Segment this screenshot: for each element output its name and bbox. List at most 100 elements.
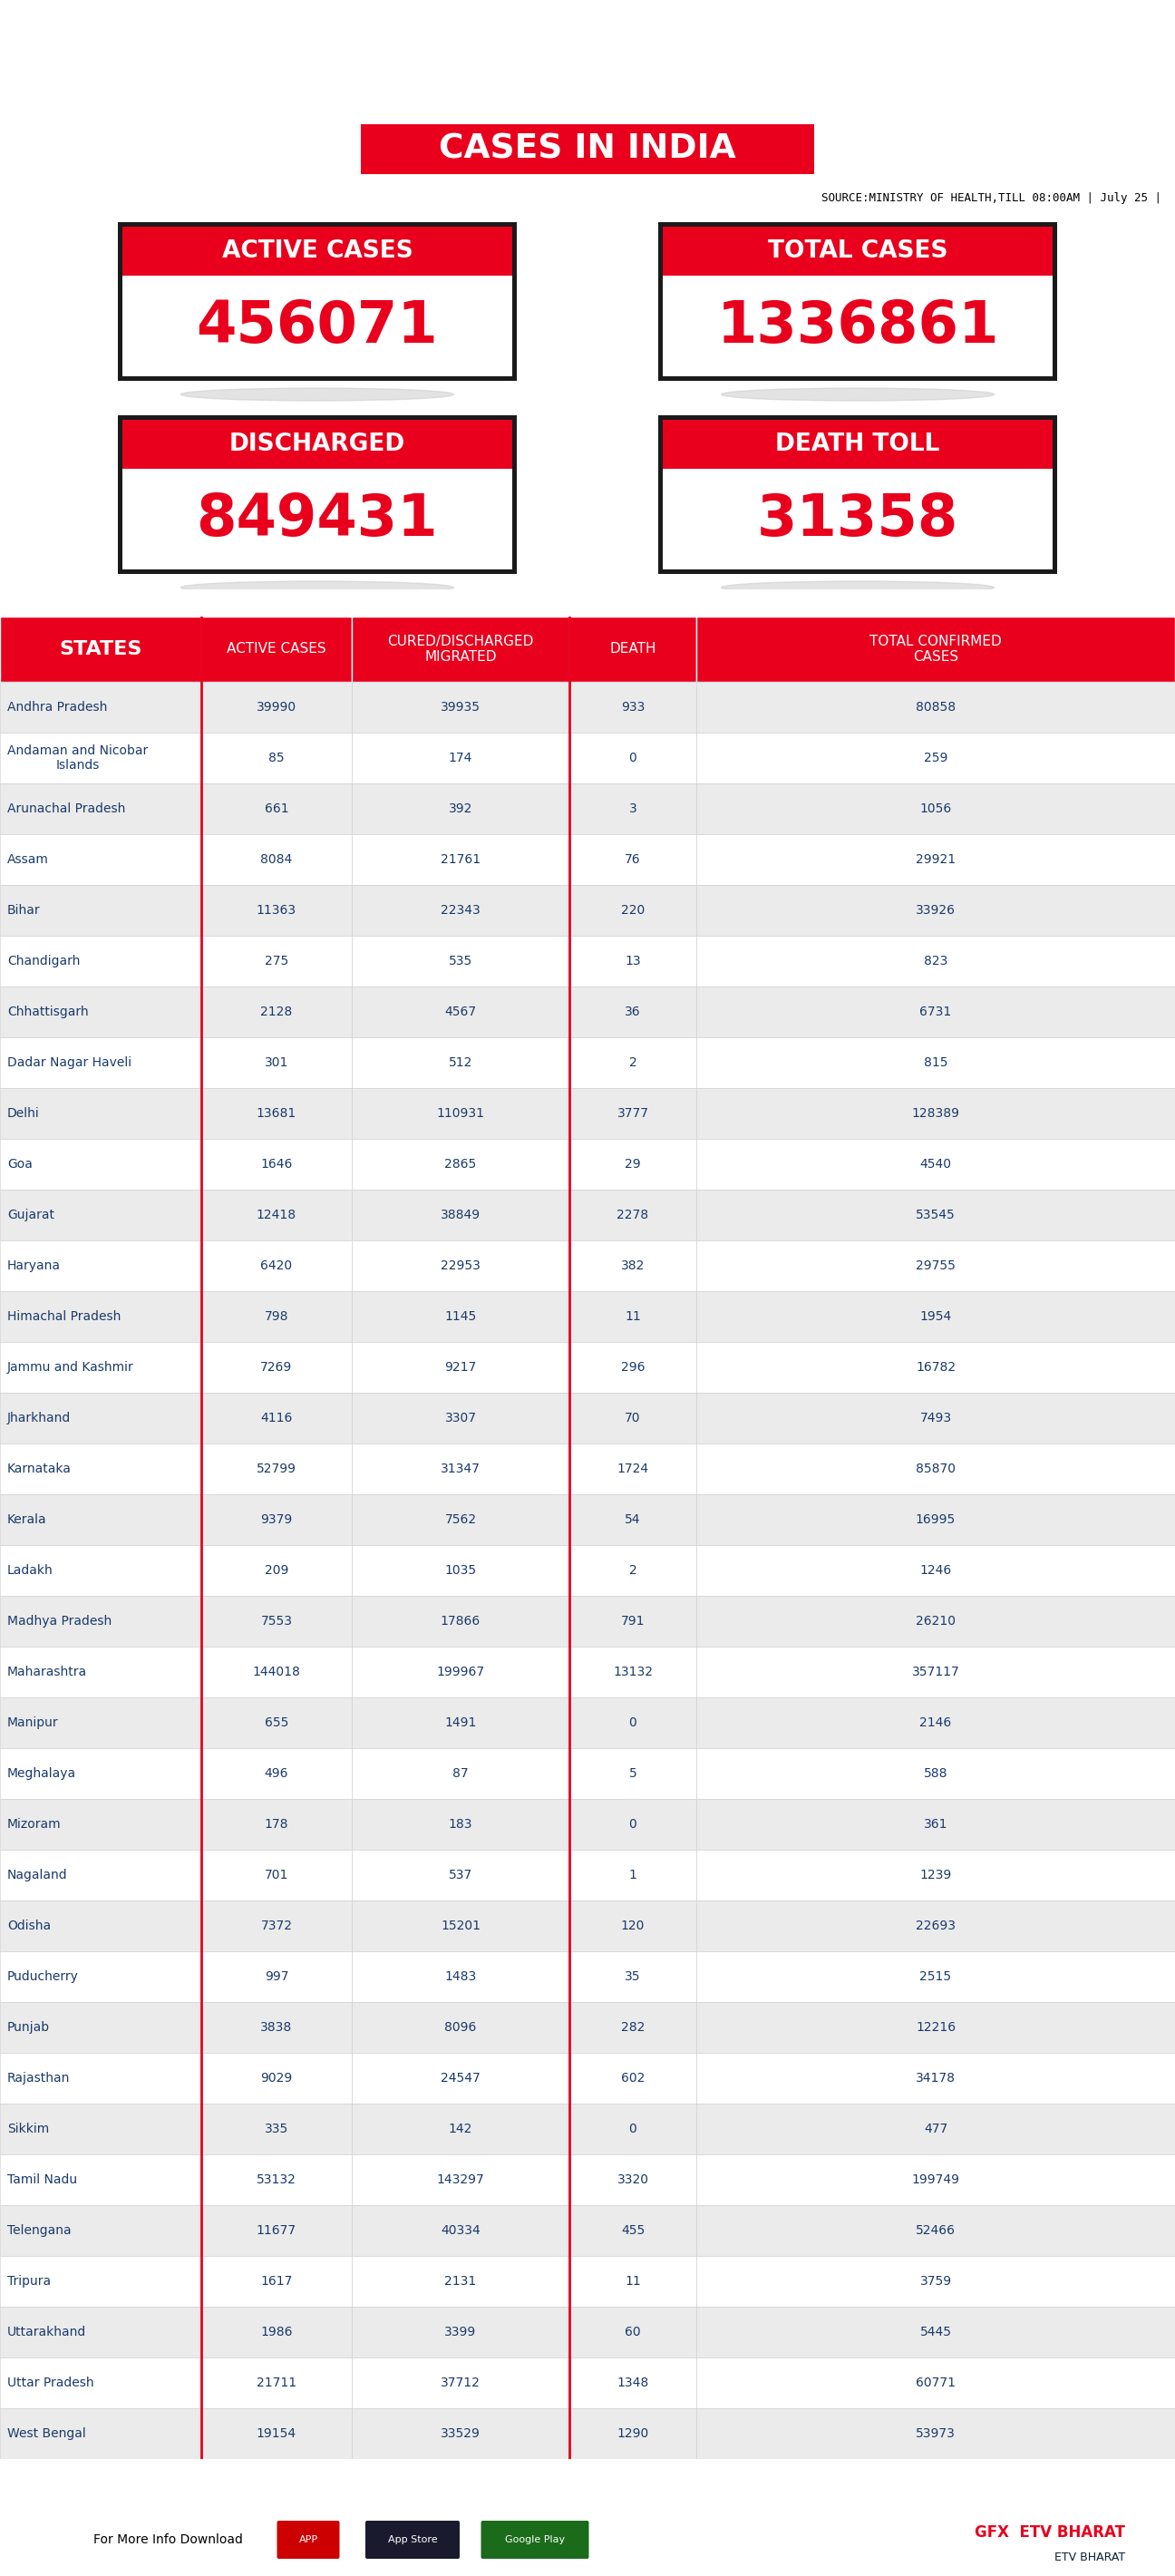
Text: 7269: 7269 — [261, 1360, 293, 1373]
Text: 1646: 1646 — [261, 1157, 293, 1170]
FancyBboxPatch shape — [201, 2357, 351, 2409]
Text: 2515: 2515 — [920, 1971, 952, 1984]
Text: 361: 361 — [924, 1819, 948, 1832]
Text: Meghalaya: Meghalaya — [7, 1767, 76, 1780]
FancyBboxPatch shape — [351, 1190, 570, 1242]
Text: 21711: 21711 — [256, 2378, 296, 2388]
FancyBboxPatch shape — [201, 616, 351, 683]
Text: 38849: 38849 — [441, 1208, 481, 1221]
Text: 357117: 357117 — [912, 1667, 960, 1680]
Text: Madhya Pradesh: Madhya Pradesh — [7, 1615, 112, 1628]
Text: 52466: 52466 — [915, 2223, 955, 2236]
Text: 2146: 2146 — [920, 1716, 952, 1728]
FancyBboxPatch shape — [0, 935, 201, 987]
FancyBboxPatch shape — [122, 276, 512, 376]
Text: 3307: 3307 — [444, 1412, 476, 1425]
Text: Assam: Assam — [7, 853, 49, 866]
FancyBboxPatch shape — [0, 2105, 201, 2154]
FancyBboxPatch shape — [0, 1546, 201, 1597]
Text: 29: 29 — [625, 1157, 640, 1170]
FancyBboxPatch shape — [697, 987, 1175, 1038]
FancyBboxPatch shape — [697, 1901, 1175, 1950]
FancyBboxPatch shape — [570, 1901, 697, 1950]
FancyBboxPatch shape — [351, 616, 570, 683]
Text: Haryana: Haryana — [7, 1260, 61, 1273]
FancyBboxPatch shape — [697, 1291, 1175, 1342]
Text: Andhra Pradesh: Andhra Pradesh — [7, 701, 107, 714]
FancyBboxPatch shape — [697, 1950, 1175, 2002]
FancyBboxPatch shape — [697, 2002, 1175, 2053]
Text: 13681: 13681 — [256, 1108, 296, 1121]
FancyBboxPatch shape — [0, 616, 201, 683]
Text: Nagaland: Nagaland — [7, 1868, 68, 1880]
FancyBboxPatch shape — [697, 2306, 1175, 2357]
FancyBboxPatch shape — [570, 2002, 697, 2053]
FancyBboxPatch shape — [570, 2357, 697, 2409]
FancyBboxPatch shape — [697, 1798, 1175, 1850]
FancyBboxPatch shape — [570, 1342, 697, 1394]
Text: 997: 997 — [264, 1971, 289, 1984]
FancyBboxPatch shape — [351, 1443, 570, 1494]
Text: 53132: 53132 — [256, 2174, 296, 2187]
FancyBboxPatch shape — [570, 616, 697, 683]
FancyBboxPatch shape — [697, 1342, 1175, 1394]
FancyBboxPatch shape — [697, 2357, 1175, 2409]
FancyBboxPatch shape — [351, 1749, 570, 1798]
Text: 0: 0 — [629, 2123, 637, 2136]
FancyBboxPatch shape — [570, 2205, 697, 2257]
FancyBboxPatch shape — [570, 1749, 697, 1798]
FancyBboxPatch shape — [201, 1443, 351, 1494]
Text: Tripura: Tripura — [7, 2275, 51, 2287]
FancyBboxPatch shape — [570, 1546, 697, 1597]
FancyBboxPatch shape — [570, 2409, 697, 2460]
Text: 1290: 1290 — [617, 2427, 649, 2439]
Text: 143297: 143297 — [437, 2174, 484, 2187]
FancyBboxPatch shape — [697, 616, 1175, 683]
FancyBboxPatch shape — [201, 1038, 351, 1087]
Text: Odisha: Odisha — [7, 1919, 51, 1932]
Text: 16995: 16995 — [915, 1512, 955, 1525]
Text: 1491: 1491 — [444, 1716, 477, 1728]
Text: For More Info Download: For More Info Download — [93, 2532, 242, 2545]
Text: Gujarat: Gujarat — [7, 1208, 54, 1221]
Text: 933: 933 — [620, 701, 645, 714]
Text: 29755: 29755 — [915, 1260, 955, 1273]
FancyBboxPatch shape — [0, 2154, 201, 2205]
Text: SOURCE:MINISTRY OF HEALTH,TILL 08:00AM | July 25 |: SOURCE:MINISTRY OF HEALTH,TILL 08:00AM |… — [821, 193, 1161, 204]
FancyBboxPatch shape — [277, 2522, 340, 2558]
FancyBboxPatch shape — [570, 1950, 697, 2002]
FancyBboxPatch shape — [351, 683, 570, 732]
FancyBboxPatch shape — [663, 469, 1053, 569]
FancyBboxPatch shape — [201, 1087, 351, 1139]
FancyBboxPatch shape — [201, 886, 351, 935]
Text: 178: 178 — [264, 1819, 289, 1832]
FancyBboxPatch shape — [0, 1698, 201, 1749]
Text: 1056: 1056 — [920, 804, 952, 814]
Text: CASES IN INDIA: CASES IN INDIA — [439, 134, 736, 165]
FancyBboxPatch shape — [351, 783, 570, 835]
FancyBboxPatch shape — [201, 1242, 351, 1291]
Text: TOTAL CASES: TOTAL CASES — [767, 240, 948, 263]
FancyBboxPatch shape — [201, 1798, 351, 1850]
Text: 275: 275 — [264, 956, 288, 969]
Text: 33529: 33529 — [441, 2427, 481, 2439]
Text: 1: 1 — [629, 1868, 637, 1880]
Text: 53973: 53973 — [915, 2427, 955, 2439]
FancyBboxPatch shape — [0, 1443, 201, 1494]
Text: 8084: 8084 — [261, 853, 293, 866]
Text: 35: 35 — [625, 1971, 640, 1984]
FancyBboxPatch shape — [697, 1190, 1175, 1242]
Text: 199749: 199749 — [912, 2174, 960, 2187]
Text: 34178: 34178 — [915, 2071, 955, 2084]
FancyBboxPatch shape — [201, 1646, 351, 1698]
Text: ACTIVE CASES: ACTIVE CASES — [227, 641, 327, 657]
FancyBboxPatch shape — [361, 124, 814, 175]
FancyBboxPatch shape — [351, 1950, 570, 2002]
FancyBboxPatch shape — [201, 783, 351, 835]
FancyBboxPatch shape — [0, 886, 201, 935]
Text: 1483: 1483 — [444, 1971, 477, 1984]
Text: 2131: 2131 — [444, 2275, 477, 2287]
FancyBboxPatch shape — [351, 2357, 570, 2409]
FancyBboxPatch shape — [697, 2105, 1175, 2154]
Text: 11677: 11677 — [256, 2223, 296, 2236]
